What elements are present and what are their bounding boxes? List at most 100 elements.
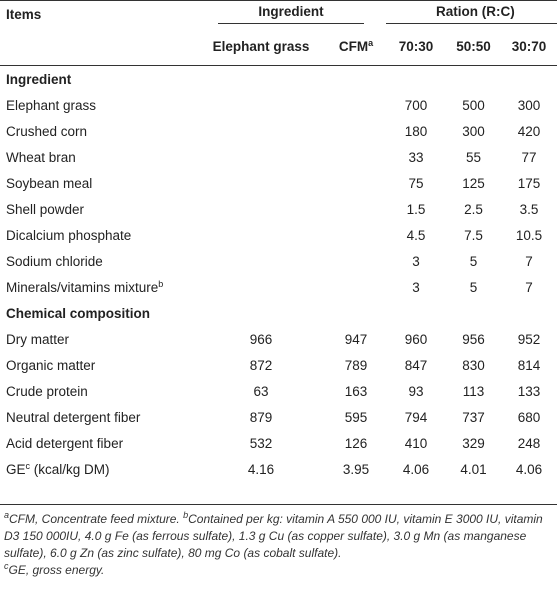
cell-eg: 966 (249, 331, 273, 347)
cell-r2: 7.5 (464, 227, 483, 243)
row-label: Organic matter (6, 357, 96, 373)
header-ingredient-group: Ingredient (196, 0, 387, 27)
cell-r3: 248 (517, 435, 541, 451)
cell-eg (196, 248, 326, 274)
cell-cfm (326, 118, 386, 144)
table-row: Elephant grass 700 500 300 (0, 92, 557, 118)
cell-r3: 175 (517, 175, 541, 191)
table-row: Dicalcium phosphate 4.5 7.5 10.5 (0, 222, 557, 248)
cell-r1: 180 (404, 123, 428, 139)
cell-r1: 3 (412, 253, 420, 269)
cell-r2: 737 (462, 409, 485, 425)
cell-r2: 125 (462, 175, 485, 191)
cell-r1: 4.06 (402, 461, 430, 477)
header-ratio-50-50: 50:50 (446, 27, 502, 66)
cell-r2: 113 (462, 383, 485, 399)
table-row: Shell powder 1.5 2.5 3.5 (0, 196, 557, 222)
cell-r3: 133 (517, 383, 541, 399)
cell-r2: 329 (462, 435, 485, 451)
section-title: Chemical composition (6, 305, 151, 321)
cell-r2: 5 (469, 279, 478, 295)
cell-r1: 794 (404, 409, 428, 425)
cell-eg (196, 92, 326, 118)
header-ratio-70-30: 70:30 (386, 27, 447, 66)
table-row: Neutral detergent fiber 879 595 794 737 680 (0, 404, 557, 430)
cell-cfm (326, 248, 386, 274)
header-row-1: Items Ingredient Ration (R:C) (0, 0, 557, 27)
header-cfm: CFMa (326, 27, 387, 66)
table-row: Acid detergent fiber 532 126 410 329 248 (0, 430, 557, 456)
table-row: Sodium chloride 3 5 7 (0, 248, 557, 274)
row-label: GEc (kcal/kg DM) (6, 460, 110, 477)
header-elephant-grass: Elephant grass (196, 27, 326, 66)
cell-r2: 4.01 (460, 461, 487, 477)
cell-cfm (326, 92, 386, 118)
cell-r1: 847 (404, 357, 428, 373)
cell-eg (196, 274, 326, 300)
cell-eg: 872 (249, 357, 273, 373)
table-row: GEc (kcal/kg DM) 4.16 3.95 4.06 4.01 4.06 (0, 456, 557, 482)
cell-r3: 952 (517, 331, 541, 347)
cell-r1: 960 (404, 331, 428, 347)
row-label: Shell powder (6, 201, 85, 217)
cell-r2: 500 (462, 97, 485, 113)
cell-r1: 33 (408, 149, 424, 165)
cell-cfm (326, 274, 386, 300)
cell-r2: 956 (462, 331, 485, 347)
ration-composition-table: Items Ingredient Ration (R:C) Elephant g… (0, 0, 557, 482)
cell-r3: 420 (517, 123, 541, 139)
cell-r2: 5 (469, 253, 478, 269)
cell-eg: 879 (249, 409, 273, 425)
table-row: Organic matter 872 789 847 830 814 (0, 352, 557, 378)
cell-cfm: 126 (344, 435, 368, 451)
cell-r2: 830 (462, 357, 485, 373)
footnote-c: cGE, gross energy. (4, 561, 105, 578)
table-row: Minerals/vitamins mixtureb 3 5 7 (0, 274, 557, 300)
footnotes: aCFM, Concentrate feed mixture. bContain… (0, 504, 557, 579)
cell-cfm: 595 (344, 409, 368, 425)
footnote-a-b: aCFM, Concentrate feed mixture. bContain… (4, 510, 543, 561)
cell-cfm: 947 (344, 331, 368, 347)
table-row: Soybean meal 75 125 175 (0, 170, 557, 196)
header-row-2: Elephant grass CFMa 70:30 50:50 30:70 (0, 27, 557, 66)
row-label: Wheat bran (6, 149, 76, 165)
row-label: Dry matter (6, 331, 70, 347)
cell-cfm: 163 (344, 383, 368, 399)
header-ration-group: Ration (R:C) (386, 0, 557, 27)
header-items: Items (0, 0, 196, 27)
row-label: Soybean meal (6, 175, 93, 191)
row-label: Neutral detergent fiber (6, 409, 141, 425)
cell-r3: 814 (517, 357, 541, 373)
cell-r3: 77 (521, 149, 537, 165)
section-title: Ingredient (6, 71, 72, 87)
cell-r1: 700 (404, 97, 428, 113)
cell-eg: 532 (249, 435, 273, 451)
cell-r3: 10.5 (515, 227, 543, 243)
header-ratio-30-70: 30:70 (501, 27, 557, 66)
section-header: Chemical composition (0, 300, 557, 326)
cell-r3: 3.5 (519, 201, 539, 217)
table-row: Dry matter 966 947 960 956 952 (0, 326, 557, 352)
cell-r3: 4.06 (515, 461, 543, 477)
row-label: Crushed corn (6, 123, 88, 139)
cell-eg (196, 170, 326, 196)
cell-eg (196, 118, 326, 144)
cell-r3: 680 (517, 409, 541, 425)
cell-cfm (326, 222, 386, 248)
cell-cfm (326, 196, 386, 222)
cell-cfm (326, 144, 386, 170)
row-label: Dicalcium phosphate (6, 227, 132, 243)
row-label: Acid detergent fiber (6, 435, 124, 451)
cell-r2: 2.5 (464, 201, 483, 217)
cell-r1: 1.5 (406, 201, 426, 217)
cell-eg: 4.16 (247, 461, 275, 477)
row-label: Minerals/vitamins mixtureb (6, 278, 164, 295)
cell-r1: 75 (408, 175, 424, 191)
cell-r3: 7 (525, 279, 533, 295)
cell-eg (196, 222, 326, 248)
cell-r1: 93 (408, 383, 424, 399)
cell-r3: 7 (525, 253, 533, 269)
table-row: Wheat bran 33 55 77 (0, 144, 557, 170)
row-label: Elephant grass (6, 97, 97, 113)
